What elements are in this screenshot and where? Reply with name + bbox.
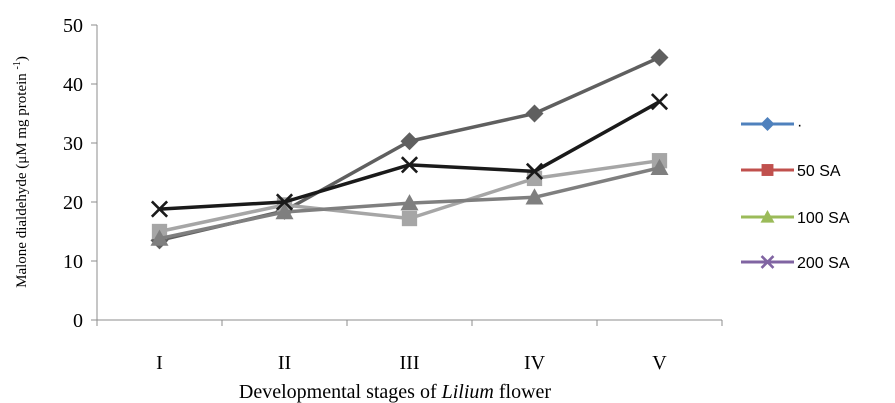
x-tick-label: II [278,352,291,374]
data-point [525,162,544,180]
legend-label: 50 SA [797,163,841,180]
series-layer [150,48,669,250]
data-point [401,210,418,227]
data-point-stroke-b [150,200,169,218]
legend: · 50 SA 100 SA 200 SA [741,117,850,272]
x-tick-label: I [156,352,163,374]
y-tick-label: 20 [63,192,83,214]
legend-entry-1: · [741,117,802,134]
y-tick-label: 10 [63,251,83,273]
y-axis-title-superscript: -1 [12,61,23,69]
data-point [650,48,669,67]
x-axis-title-italic: Lilium [441,381,494,403]
legend-entry-2: 50 SA [741,163,841,180]
data-point-stroke-b [275,193,294,211]
y-tick-label: 30 [63,133,83,155]
y-tick-label: 0 [73,310,83,332]
data-point-stroke-b [525,162,544,180]
x-tick-label: IV [524,352,546,374]
legend-marker [760,117,775,131]
x-tick-label: III [400,352,420,374]
data-point-stroke-b [650,93,669,111]
data-point [150,229,169,246]
x-axis-title-part-1: Developmental stages of [239,381,442,403]
legend-marker [760,210,775,223]
legend-marker [761,164,774,176]
data-point [275,203,294,220]
legend-marker-stroke-b [760,255,775,269]
y-tick-label: 40 [63,74,83,96]
data-point [525,104,544,123]
data-point [400,156,419,174]
legend-label: · [797,117,802,134]
legend-label: 100 SA [797,210,850,227]
x-axis-title: Developmental stages of Lilium flower [239,381,552,403]
data-point [650,158,669,175]
x-tick-label: V [652,352,667,374]
x-axis-title-part-3: flower [494,381,552,403]
data-point [275,193,294,211]
data-point [525,188,544,205]
legend-entry-4: 200 SA [741,255,850,272]
legend-label: 200 SA [797,255,850,272]
series-line [159,100,661,211]
y-tick-label: 50 [63,15,83,37]
series-3 [150,158,669,246]
y-axis-title: Malone dialdehyde (μM mg protein -1) [12,56,30,288]
data-point-stroke-b [400,156,419,174]
data-point [400,194,419,211]
data-point [650,93,669,111]
legend-entry-3: 100 SA [741,210,850,227]
data-point [150,200,169,218]
y-axis-title-main: Malone dialdehyde (μM mg protein [14,69,30,287]
series-4 [150,93,669,218]
data-point [400,132,419,151]
legend-marker [760,255,775,269]
y-axis-title-close: ) [14,56,30,61]
